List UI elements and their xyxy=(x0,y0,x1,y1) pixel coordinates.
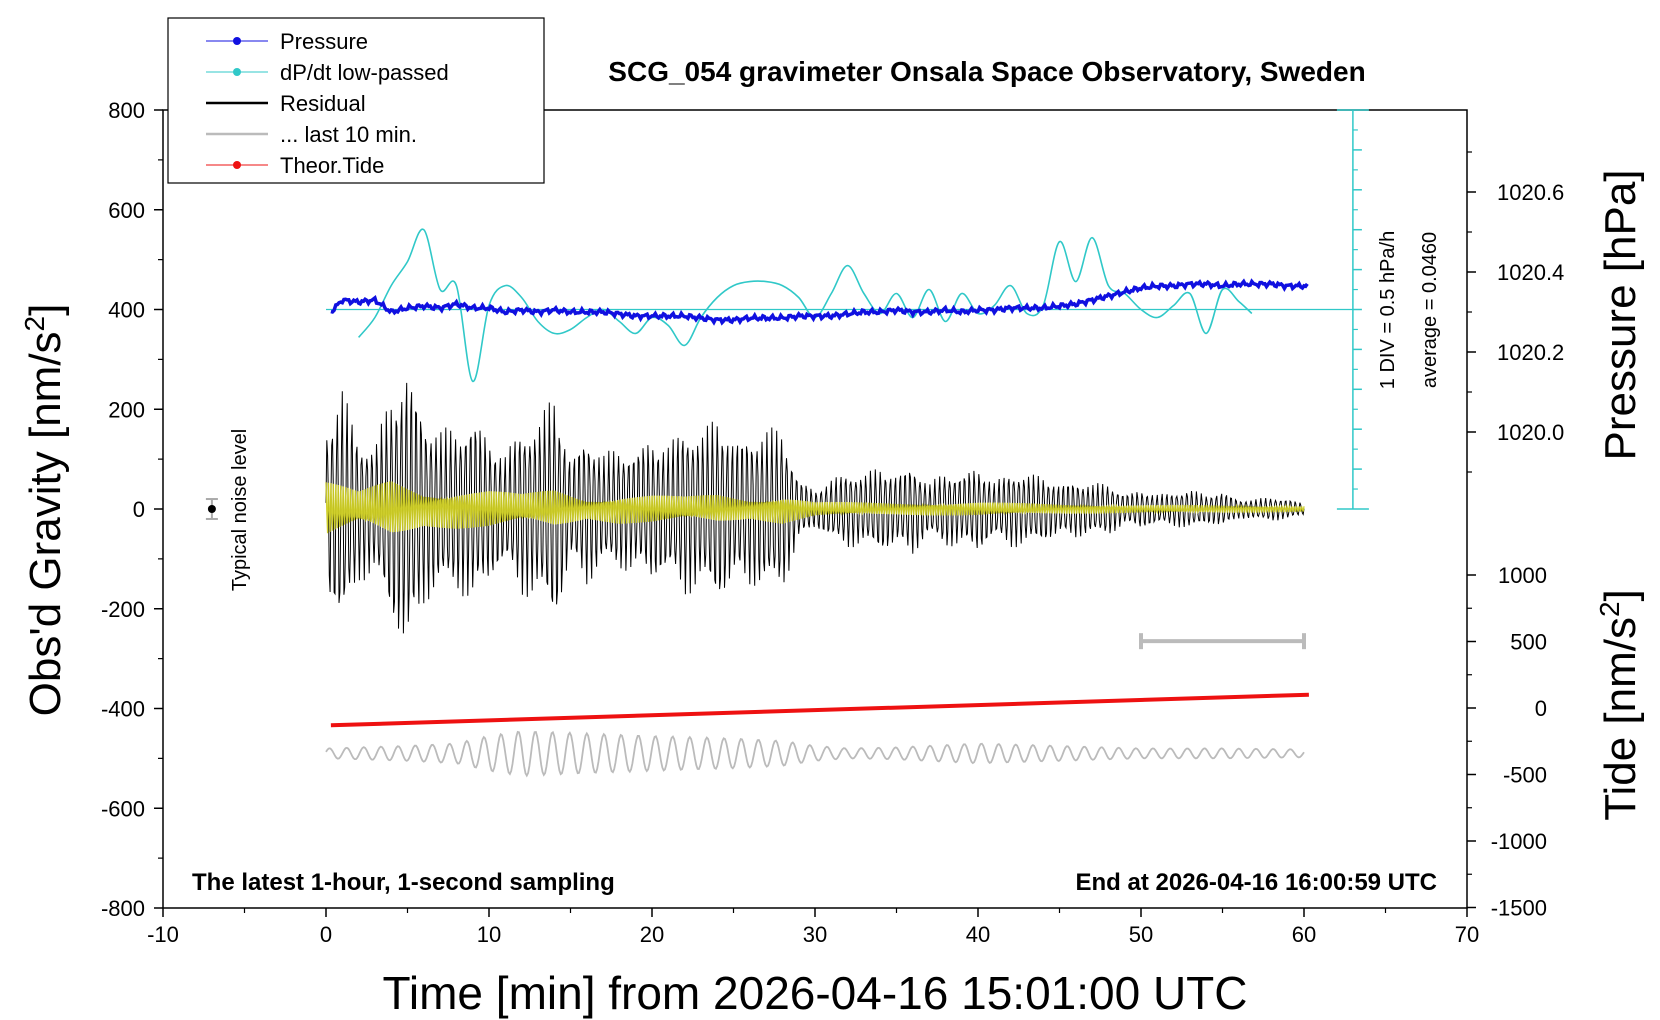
y-axis-label-tide-main: Tide [nm/s xyxy=(1596,617,1645,821)
y-tick-label: -600 xyxy=(101,796,145,821)
x-tick-label: 40 xyxy=(966,922,990,947)
x-tick-label: 60 xyxy=(1292,922,1316,947)
x-tick-label: 0 xyxy=(320,922,332,947)
y-axis-label-left-sup: 2 xyxy=(19,316,50,332)
legend-label: ... last 10 min. xyxy=(280,122,417,147)
y-tick-label: 800 xyxy=(108,98,145,123)
tide-tick-label: 0 xyxy=(1535,696,1547,721)
x-tick-label: 30 xyxy=(803,922,827,947)
y-axis-label-pressure: Pressure [hPa] xyxy=(1596,169,1645,460)
chart-title: SCG_054 gravimeter Onsala Space Observat… xyxy=(608,56,1365,87)
legend-label: Residual xyxy=(280,91,366,116)
y-tick-label: 0 xyxy=(133,497,145,522)
noise-level-label: Typical noise level xyxy=(229,429,251,591)
div-label: 1 DIV = 0.5 hPa/h xyxy=(1377,231,1399,389)
axes-layer xyxy=(154,109,1476,917)
x-tick-label: 70 xyxy=(1455,922,1479,947)
sampling-note: The latest 1-hour, 1-second sampling xyxy=(192,869,615,896)
x-tick-label: -10 xyxy=(147,922,179,947)
y-tick-label: -200 xyxy=(101,597,145,622)
legend-label: dP/dt low-passed xyxy=(280,60,449,85)
pressure-line xyxy=(330,278,1309,326)
noise-marker-dot xyxy=(207,505,216,513)
y-axis-label-tide: Tide [nm/s2] xyxy=(1594,589,1645,821)
y-axis-label-left-main: Obs'd Gravity [nm/s xyxy=(21,331,70,716)
tide-tick-label: -500 xyxy=(1503,763,1547,788)
average-label: average = 0.0460 xyxy=(1419,232,1441,388)
y-tick-label: 400 xyxy=(108,298,145,323)
y-tick-label: -800 xyxy=(101,896,145,921)
pressure-tick-label: 1020.4 xyxy=(1497,260,1564,285)
y-tick-label: 200 xyxy=(108,397,145,422)
series-layer xyxy=(205,228,1353,778)
y-axis-label-tide-sup: 2 xyxy=(1594,601,1625,617)
pressure-tick-label: 1020.0 xyxy=(1497,420,1564,445)
legend-label: Pressure xyxy=(280,29,368,54)
legend-label: Theor.Tide xyxy=(280,153,384,178)
legend-marker xyxy=(233,68,241,76)
y-axis-label-left: Obs'd Gravity [nm/s2] xyxy=(19,304,70,717)
dpdt-line xyxy=(357,228,1253,383)
x-tick-label: 20 xyxy=(640,922,664,947)
tide-tick-label: 1000 xyxy=(1498,563,1547,588)
y-tick-label: 600 xyxy=(108,198,145,223)
y-axis-label-left-end: ] xyxy=(21,304,70,316)
pressure-tick-label: 1020.6 xyxy=(1497,180,1564,205)
end-time-note: End at 2026-04-16 16:00:59 UTC xyxy=(1076,869,1438,896)
tide-tick-label: -1500 xyxy=(1491,896,1547,921)
x-tick-label: 10 xyxy=(477,922,501,947)
last-10-min-line xyxy=(325,730,1305,778)
text-layer: -10 0 10 20 30 40 50 60 708006004002000-200-400-… xyxy=(19,56,1645,1019)
y-axis-label-tide-end: ] xyxy=(1596,589,1645,601)
legend-box xyxy=(167,17,545,184)
tide-tick-label: -1000 xyxy=(1491,829,1547,854)
x-tick-label: 50 xyxy=(1129,922,1153,947)
legend-marker xyxy=(233,37,241,45)
filtered-residual-line xyxy=(325,481,1305,534)
legend-marker xyxy=(233,161,241,169)
y-tick-label: -400 xyxy=(101,697,145,722)
tide-tick-label: 500 xyxy=(1510,630,1547,655)
pressure-tick-label: 1020.2 xyxy=(1497,340,1564,365)
legend: Pressure dP/dt low-passed Residual ... last… xyxy=(167,17,545,184)
x-axis-label: Time [min] from 2026-04-16 15:01:00 UTC xyxy=(383,967,1248,1019)
tide-line xyxy=(330,692,1309,728)
